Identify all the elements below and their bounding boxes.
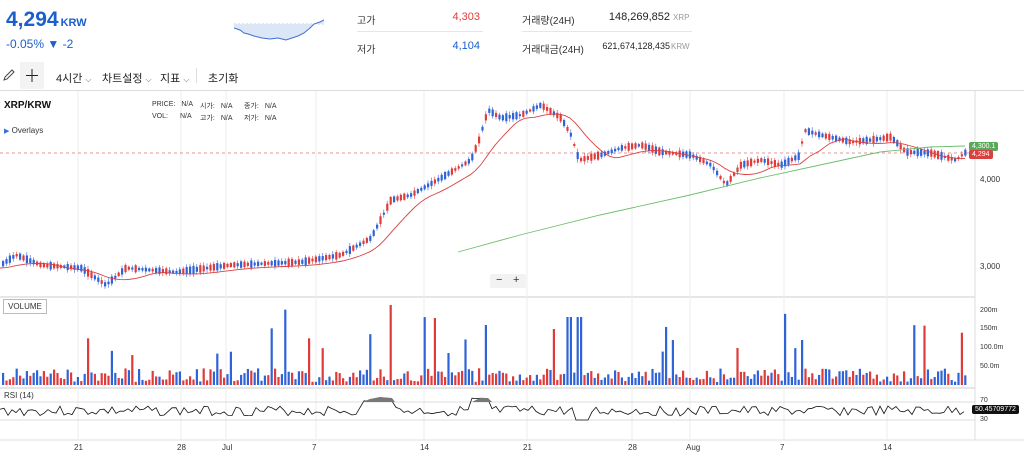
x-tick: 14: [883, 443, 892, 452]
chevron-down-icon: ⌵: [85, 75, 92, 84]
x-tick: 28: [628, 443, 637, 452]
pencil-icon[interactable]: [2, 68, 16, 82]
high-value: 4,303: [452, 11, 480, 23]
vol-tick-150m: 150m: [980, 325, 998, 332]
chart-settings-button[interactable]: 차트설정 ⌵: [102, 73, 152, 85]
rsi-value-badge: 50.45709772: [972, 405, 1019, 414]
x-tick: 7: [312, 443, 317, 452]
zoom-in-button[interactable]: +: [513, 274, 520, 286]
x-tick: 28: [177, 443, 186, 452]
ma-value-badge: 4,300.1: [969, 142, 999, 151]
sparkline-chart: [234, 19, 324, 41]
rsi-tick-70: 70: [980, 397, 988, 404]
info-low: 저가: N/A: [244, 115, 277, 122]
low-value: 4,104: [452, 40, 480, 52]
x-tick: 21: [74, 443, 83, 452]
chevron-down-icon: ⌵: [145, 75, 152, 84]
chart-toolbar: 4시간 ⌵ 차트설정 ⌵ 지표 ⌵ 초기화: [0, 62, 1024, 91]
price-tick-4000: 4,000: [980, 175, 1001, 184]
caret-right-icon: ▶: [4, 128, 10, 135]
crosshair-icon: [26, 69, 38, 82]
info-price: PRICE: N/A: [152, 101, 194, 108]
interval-select[interactable]: 4시간 ⌵: [56, 73, 92, 85]
info-open: 시가: N/A: [200, 103, 233, 110]
x-tick: Jul: [222, 443, 233, 452]
volume-label[interactable]: VOLUME: [3, 299, 47, 314]
amount-24h-unit: KRW: [671, 42, 690, 51]
amount-24h-value: 621,674,128,435: [602, 41, 670, 51]
vol-tick-50m: 50.0m: [980, 363, 1000, 370]
x-tick: 7: [780, 443, 785, 452]
zoom-controls: − +: [490, 274, 526, 288]
amount-24h-label: 거래대금(24H): [522, 45, 584, 56]
rsi-label: RSI (14): [4, 391, 34, 400]
overlays-toggle[interactable]: ▶ Overlays: [4, 126, 44, 135]
price-tick-3000: 3,000: [980, 262, 1001, 271]
ticker-header: 4,294 KRW -0.05% ▼ -2 고가 4,303 저가 4,104 거…: [0, 0, 1024, 63]
info-vol: VOL: N/A: [152, 113, 192, 120]
zoom-out-button[interactable]: −: [496, 274, 503, 286]
x-tick: 21: [523, 443, 532, 452]
info-close: 종가: N/A: [244, 103, 277, 110]
indicators-button[interactable]: 지표 ⌵: [160, 73, 190, 85]
x-tick: Aug: [686, 443, 701, 452]
price-chart[interactable]: [0, 91, 1024, 453]
crosshair-button[interactable]: [20, 62, 44, 89]
rsi-tick-30: 30: [980, 416, 988, 423]
volume-24h-unit: XRP: [673, 13, 690, 22]
chart-symbol: XRP/KRW: [4, 100, 52, 111]
last-price-badge: 4,294: [969, 150, 993, 159]
info-high: 고가: N/A: [200, 115, 233, 122]
reset-button[interactable]: 초기화: [208, 73, 239, 85]
price-change: -0.05% ▼ -2: [6, 37, 74, 51]
volume-24h-label: 거래량(24H): [522, 16, 575, 27]
volume-24h-value: 148,269,852: [608, 11, 670, 23]
vol-tick-200m: 200m: [980, 307, 998, 314]
current-price: 4,294 KRW: [6, 8, 87, 31]
high-label: 고가: [357, 16, 376, 27]
low-label: 저가: [357, 45, 376, 56]
vol-tick-100m: 100.0m: [980, 344, 1004, 351]
chevron-down-icon: ⌵: [183, 75, 190, 84]
x-tick: 14: [420, 443, 429, 452]
